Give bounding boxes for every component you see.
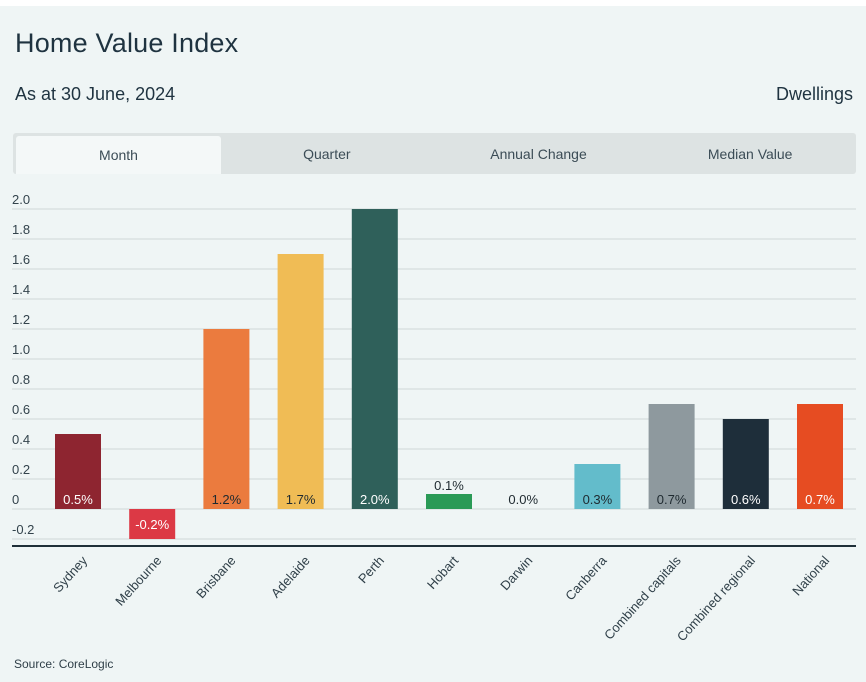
y-tick-label: 0.6 <box>12 402 30 417</box>
data-label: 0.5% <box>63 492 93 507</box>
tab-month[interactable]: Month <box>16 136 221 174</box>
bar <box>574 464 621 509</box>
data-label: 1.7% <box>286 492 316 507</box>
data-label: 2.0% <box>360 492 390 507</box>
y-tick-label: 0 <box>12 492 19 507</box>
y-tick-label: 1.0 <box>12 342 30 357</box>
bar-chart: 2.0 1.8 1.6 1.4 1.2 1.0 0.8 0.6 0.4 0.2 0 -0.2 0.5% S… <box>12 192 856 644</box>
bar <box>426 494 472 509</box>
y-tick-label: 1.6 <box>12 252 30 267</box>
dwellings-label: Dwellings <box>775 84 853 104</box>
x-tick-label: National <box>789 553 832 599</box>
y-tick-label: 2.0 <box>12 192 30 207</box>
data-label: 0.1% <box>434 478 464 493</box>
x-tick-label: Melbourne <box>112 553 164 609</box>
tab-quarter[interactable]: Quarter <box>303 145 351 162</box>
y-tick-label: 0.8 <box>12 372 30 387</box>
date-subtitle: As at 30 June, 2024 <box>15 84 176 104</box>
x-tick-label: Canberra <box>562 552 610 603</box>
bar <box>203 329 250 509</box>
bar <box>351 209 398 509</box>
x-tick-label: Hobart <box>424 553 462 592</box>
chart-card: Home Value Index As at 30 June, 2024 Dwe… <box>0 6 866 682</box>
data-label: 0.3% <box>583 492 613 507</box>
bar <box>648 404 695 509</box>
x-tick-label: Perth <box>355 553 387 586</box>
y-tick-label: 1.8 <box>12 222 30 237</box>
y-tick-label: 1.4 <box>12 282 30 297</box>
tab-bar: Month Quarter Annual Change Median Value <box>13 133 856 174</box>
source-note: Source: CoreLogic <box>14 657 114 671</box>
data-label: 0.7% <box>805 492 835 507</box>
y-tick-label: -0.2 <box>12 522 34 537</box>
tab-median-value[interactable]: Median Value <box>707 145 793 162</box>
data-label: 1.2% <box>212 492 242 507</box>
x-tick-label: Combined capitals <box>601 553 684 643</box>
data-label: 0.7% <box>657 492 687 507</box>
tab-annual-change[interactable]: Annual Change <box>490 145 587 162</box>
bar <box>55 434 101 509</box>
data-label: -0.2% <box>135 517 169 532</box>
data-label: 0.6% <box>731 492 761 507</box>
bar <box>129 509 176 539</box>
y-tick-label: 0.2 <box>12 462 30 477</box>
bar <box>722 419 769 509</box>
x-tick-label: Brisbane <box>193 553 238 601</box>
y-tick-label: 1.2 <box>12 312 30 327</box>
x-tick-label: Sydney <box>50 553 90 596</box>
x-tick-label: Adelaide <box>268 553 313 601</box>
x-tick-label: Darwin <box>497 553 535 593</box>
bar <box>797 404 843 509</box>
y-tick-label: 0.4 <box>12 432 30 447</box>
x-tick-label: Combined regional <box>674 553 758 644</box>
bar <box>277 254 324 509</box>
data-label: 0.0% <box>508 492 538 507</box>
page-title: Home Value Index <box>15 28 239 58</box>
